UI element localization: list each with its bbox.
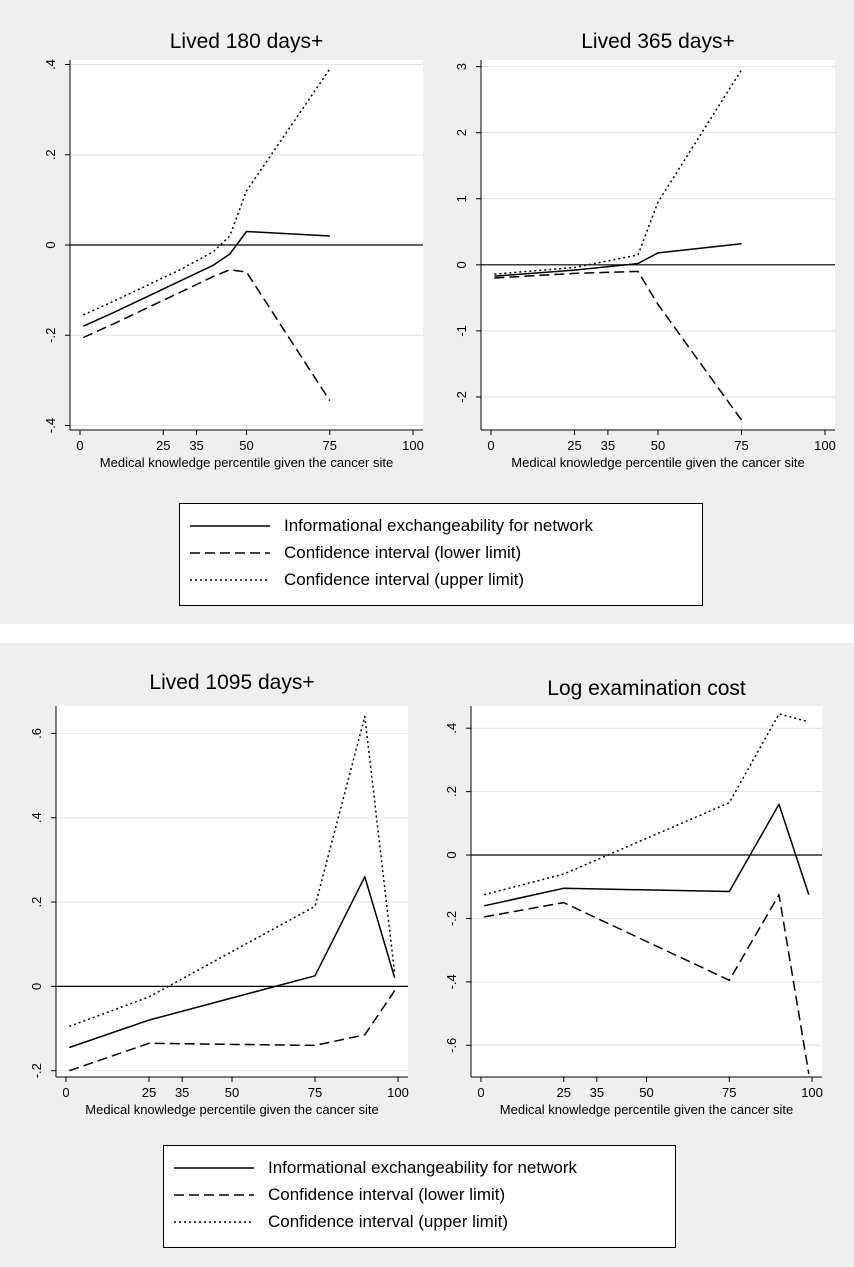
legend-label: Confidence interval (lower limit) [284, 543, 522, 562]
y-tick-label: .4 [43, 59, 58, 70]
x-tick-label: 25 [567, 438, 581, 453]
legend-label: Confidence interval (lower limit) [268, 1185, 506, 1204]
legend-item-estimate: Informational exchangeability for networ… [180, 514, 702, 540]
y-tick-label: -.2 [444, 911, 459, 926]
x-tick-label: 0 [62, 1085, 69, 1100]
chart-title: Lived 180 days+ [170, 30, 324, 53]
series-line-dotted [69, 715, 396, 1028]
dashed-line-swatch-icon [174, 1194, 254, 1196]
dotted-line-swatch-icon [190, 579, 270, 581]
y-tick-label: 0 [454, 261, 469, 268]
x-tick-label: 75 [308, 1085, 322, 1100]
series-line-solid [484, 803, 810, 907]
x-tick-label: 50 [239, 438, 253, 453]
y-tick-label: -1 [454, 325, 469, 337]
x-tick-label: 35 [189, 438, 203, 453]
x-tick-label: 75 [323, 438, 337, 453]
x-tick-label: 75 [734, 438, 748, 453]
series-line-solid [69, 875, 396, 1049]
chart-lived-365-days: -2 -1 0 1 2 3 0 25 35 50 75 100 Medical knowledge pe… [454, 30, 836, 470]
chart-title: Lived 1095 days+ [149, 671, 314, 694]
x-tick-label: 100 [402, 438, 424, 453]
x-tick-label: 25 [156, 438, 170, 453]
legend-item-upper-limit: Confidence interval (upper limit) [164, 1210, 675, 1236]
y-tick-label: 1 [454, 195, 469, 202]
series-line-solid [82, 230, 330, 327]
bottom-figure-panel: -.2 0 .2 .4 .6 0 25 35 50 75 100 Medical knowledge … [0, 643, 854, 1267]
y-tick-label: .2 [444, 786, 459, 797]
y-tick-label: 0 [444, 851, 459, 858]
series-line-dotted [82, 68, 331, 316]
x-tick-label: 0 [477, 1085, 484, 1100]
legend-label: Confidence interval (upper limit) [284, 570, 524, 589]
x-tick-label: 50 [651, 438, 665, 453]
x-axis-title: Medical knowledge percentile given the c… [85, 1102, 378, 1117]
x-tick-label: 100 [387, 1085, 409, 1100]
chart-log-examination-cost: -.6 -.4 -.2 0 .2 .4 0 25 35 50 75 100 Medical knowle… [444, 677, 823, 1117]
y-tick-label: -.2 [43, 328, 58, 343]
plot-area [471, 706, 822, 1077]
y-tick-label: 0 [29, 983, 44, 990]
chart-title: Log examination cost [547, 677, 746, 700]
legend-label: Informational exchangeability for networ… [268, 1158, 577, 1177]
x-tick-label: 25 [556, 1085, 570, 1100]
chart-lived-1095-days: -.2 0 .2 .4 .6 0 25 35 50 75 100 Medical knowledge … [29, 671, 409, 1117]
y-tick-label: 3 [454, 63, 469, 70]
x-axis-title: Medical knowledge percentile given the c… [500, 1102, 793, 1117]
y-tick-label: .2 [29, 897, 44, 908]
x-tick-label: 50 [225, 1085, 239, 1100]
legend-label: Confidence interval (upper limit) [268, 1212, 508, 1231]
x-tick-label: 25 [142, 1085, 156, 1100]
y-tick-label: -.6 [444, 1038, 459, 1053]
x-tick-label: 0 [76, 438, 83, 453]
legend-top: Informational exchangeability for networ… [179, 503, 703, 606]
series-line-dashed [494, 270, 743, 421]
x-tick-label: 50 [639, 1085, 653, 1100]
series-line-dashed [82, 269, 331, 402]
solid-line-swatch-icon [190, 525, 270, 527]
x-axis-title: Medical knowledge percentile given the c… [511, 455, 804, 470]
x-tick-label: 0 [487, 438, 494, 453]
x-tick-label: 35 [601, 438, 615, 453]
plot-area [56, 706, 408, 1077]
solid-line-swatch-icon [174, 1167, 254, 1169]
y-tick-label: 2 [454, 129, 469, 136]
y-tick-label: .2 [43, 149, 58, 160]
legend-item-lower-limit: Confidence interval (lower limit) [180, 541, 702, 567]
y-tick-label: 0 [43, 241, 58, 248]
x-tick-label: 100 [801, 1085, 823, 1100]
chart-lived-180-days: -.4 -.2 0 .2 .4 0 25 35 50 75 100 Medical knowledge… [43, 30, 424, 470]
y-tick-label: -.4 [444, 974, 459, 989]
series-line-solid [494, 242, 742, 277]
chart-title: Lived 365 days+ [581, 30, 735, 53]
legend-item-upper-limit: Confidence interval (upper limit) [180, 568, 702, 594]
x-tick-label: 35 [590, 1085, 604, 1100]
legend-item-estimate: Informational exchangeability for networ… [164, 1156, 675, 1182]
legend-bottom: Informational exchangeability for networ… [163, 1145, 676, 1248]
y-tick-label: -.2 [29, 1063, 44, 1078]
y-tick-label: -2 [454, 391, 469, 403]
legend-label: Informational exchangeability for networ… [284, 516, 593, 535]
top-figure-panel: -.4 -.2 0.2.4 0 25 35 50 75 100 Medical knowledge… [0, 0, 854, 624]
x-axis-title: Medical knowledge percentile given the c… [100, 455, 393, 470]
y-tick-label: .4 [444, 723, 459, 734]
series-line-dashed [69, 990, 396, 1072]
legend-item-lower-limit: Confidence interval (lower limit) [164, 1183, 675, 1209]
x-tick-label: 35 [175, 1085, 189, 1100]
plot-area [481, 60, 835, 430]
x-tick-label: 100 [814, 438, 836, 453]
series-line-dotted [494, 69, 743, 275]
y-tick-label: .6 [29, 728, 44, 739]
series-line-dashed [484, 893, 810, 1074]
dotted-line-swatch-icon [174, 1221, 254, 1223]
dashed-line-swatch-icon [190, 552, 270, 554]
x-tick-label: 75 [722, 1085, 736, 1100]
y-tick-label: -.4 [43, 418, 58, 433]
y-tick-label: .4 [29, 812, 44, 823]
